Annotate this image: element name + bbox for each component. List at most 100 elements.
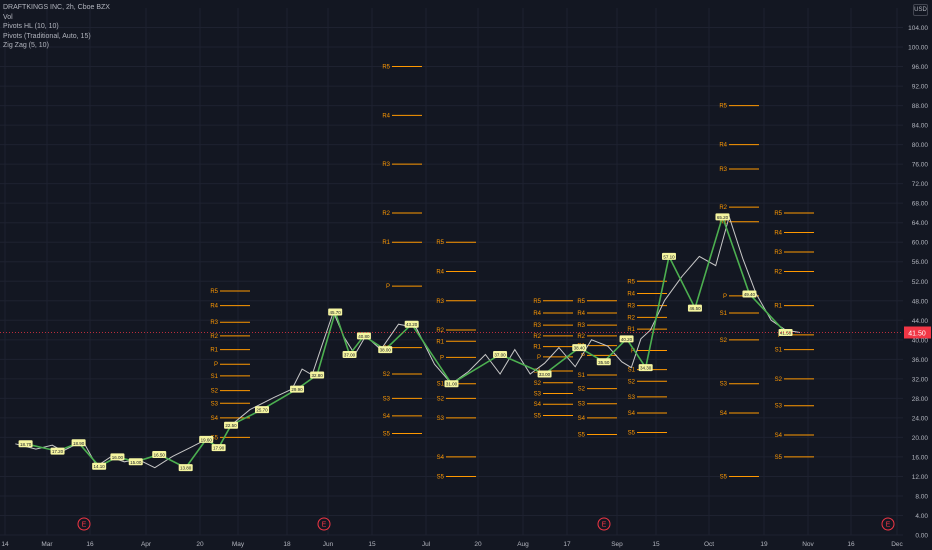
y-tick-label: 40.00 — [912, 337, 929, 344]
pivot-level-label: R2 — [577, 334, 585, 340]
pivot-level-label: R2 — [436, 328, 444, 334]
pivot-level-label: R4 — [627, 291, 635, 297]
y-tick-label: 76.00 — [912, 162, 929, 169]
legend-zigzag[interactable]: Zig Zag (5, 10) — [3, 42, 49, 49]
y-tick-label: 72.00 — [912, 181, 929, 188]
pivot-level-label: R2 — [210, 334, 218, 340]
pivot-level-label: S4 — [578, 416, 586, 422]
pivot-hl-badge — [493, 350, 508, 358]
pivot-level-label: S3 — [437, 416, 445, 422]
pivot-level-label: S5 — [628, 431, 636, 437]
y-tick-label: 48.00 — [912, 298, 929, 305]
y-tick-label: 88.00 — [912, 103, 929, 110]
pivot-hl-label: 16.50 — [154, 452, 166, 457]
pivot-level-label: R3 — [719, 167, 727, 173]
x-tick-label: 16 — [86, 541, 94, 548]
x-tick-label: 18 — [283, 541, 291, 548]
chart-legend: DRAFTKINGS INC, 2h, Cboe BZX Vol Pivots … — [3, 3, 110, 51]
pivot-hl-label: 15.00 — [130, 460, 142, 465]
pivot-hl-badge — [661, 252, 676, 260]
pivot-hl-label: 40.80 — [358, 334, 370, 339]
pivot-hl-badge — [619, 335, 634, 343]
y-tick-label: 52.00 — [912, 279, 929, 286]
pivot-level-label: S4 — [383, 414, 391, 420]
pivot-hl-badge — [356, 332, 371, 340]
pivot-hl-label: 37.00 — [344, 352, 356, 357]
pivot-hl-label: 14.10 — [94, 464, 106, 469]
pivot-hl-label: 22.50 — [225, 423, 237, 428]
pivot-hl-label: 25.70 — [256, 408, 268, 413]
x-tick-label: Sep — [611, 541, 623, 548]
pivot-level-label: S1 — [578, 373, 586, 379]
x-tick-label: 20 — [196, 541, 204, 548]
x-tick-label: 14 — [1, 541, 9, 548]
pivot-hl-label: 13.80 — [180, 466, 192, 471]
pivot-hl-badge — [290, 385, 305, 393]
pivot-hl-label: 46.50 — [689, 306, 701, 311]
pivot-level-label: R5 — [210, 289, 218, 295]
pivot-hl-label: 18.90 — [73, 441, 85, 446]
pivot-level-label: S5 — [578, 432, 586, 438]
y-tick-label: 4.00 — [915, 513, 928, 520]
pivot-level-label: S4 — [437, 455, 445, 461]
y-tick-label: 100.00 — [908, 45, 928, 52]
legend-vol[interactable]: Vol — [3, 13, 13, 21]
price-series-line — [15, 215, 800, 469]
pivot-hl-badge — [742, 290, 757, 298]
last-price-label: 41.50 — [908, 330, 926, 337]
pivot-hl-label: 16.00 — [112, 455, 124, 460]
pivot-hl-badge — [342, 350, 357, 358]
pivot-level-label: R5 — [719, 104, 727, 110]
pivot-level-label: S4 — [720, 411, 728, 417]
pivot-hl-label: 38.40 — [574, 346, 586, 351]
pivot-level-label: S1 — [211, 374, 219, 380]
pivot-level-label: R1 — [719, 220, 727, 226]
x-tick-label: Jun — [323, 541, 334, 548]
pivot-hl-badge — [404, 320, 419, 328]
pivot-hl-label: 33.00 — [539, 372, 551, 377]
y-tick-label: 80.00 — [912, 142, 929, 149]
y-tick-label: 28.00 — [912, 396, 929, 403]
pivot-level-label: P — [723, 294, 727, 300]
pivot-hl-badge — [152, 450, 167, 458]
pivot-level-label: S5 — [775, 455, 783, 461]
currency-badge[interactable]: USD — [913, 4, 928, 16]
pivot-level-label: R5 — [627, 279, 635, 285]
pivot-hl-label: 35.50 — [598, 360, 610, 365]
pivot-hl-badge — [596, 358, 611, 366]
pivot-level-label: S2 — [628, 379, 636, 385]
pivot-level-label: P — [581, 353, 585, 359]
earnings-label: E — [886, 522, 891, 529]
pivot-level-label: S1 — [628, 368, 636, 374]
y-tick-label: 64.00 — [912, 220, 929, 227]
pivot-hl-label: 32.80 — [312, 373, 324, 378]
pivot-hl-badge — [328, 308, 343, 316]
pivot-hl-badge — [378, 346, 393, 354]
pivot-level-label: R3 — [533, 323, 541, 329]
pivot-hl-label: 45.70 — [330, 310, 342, 315]
pivot-hl-label: 37.00 — [494, 352, 506, 357]
y-tick-label: 84.00 — [912, 123, 929, 130]
pivot-level-label: S3 — [775, 404, 783, 410]
y-tick-label: 8.00 — [915, 493, 928, 500]
legend-pivots-traditional[interactable]: Pivots (Traditional, Auto, 15) — [3, 32, 91, 40]
pivot-level-label: S2 — [437, 396, 445, 402]
pivot-level-label: R4 — [774, 230, 782, 236]
legend-symbol[interactable]: DRAFTKINGS INC, 2h, Cboe BZX — [3, 4, 110, 11]
pivot-level-label: R1 — [436, 339, 444, 345]
pivot-hl-badge — [224, 421, 239, 429]
legend-pivots-hl[interactable]: Pivots HL (10, 10) — [3, 23, 59, 30]
x-tick-label: Apr — [141, 541, 152, 548]
pivot-hl-badge — [310, 371, 325, 379]
y-tick-label: 104.00 — [908, 25, 928, 32]
pivot-level-label: R3 — [382, 162, 390, 168]
x-tick-label: 17 — [563, 541, 571, 548]
pivot-hl-badge — [778, 328, 793, 336]
pivot-level-label: S1 — [437, 382, 445, 388]
earnings-marker — [881, 517, 895, 531]
pivot-level-label: S2 — [383, 372, 391, 378]
pivot-level-label: S3 — [383, 396, 391, 402]
y-tick-label: 24.00 — [912, 415, 929, 422]
pivot-hl-badge — [92, 462, 107, 470]
